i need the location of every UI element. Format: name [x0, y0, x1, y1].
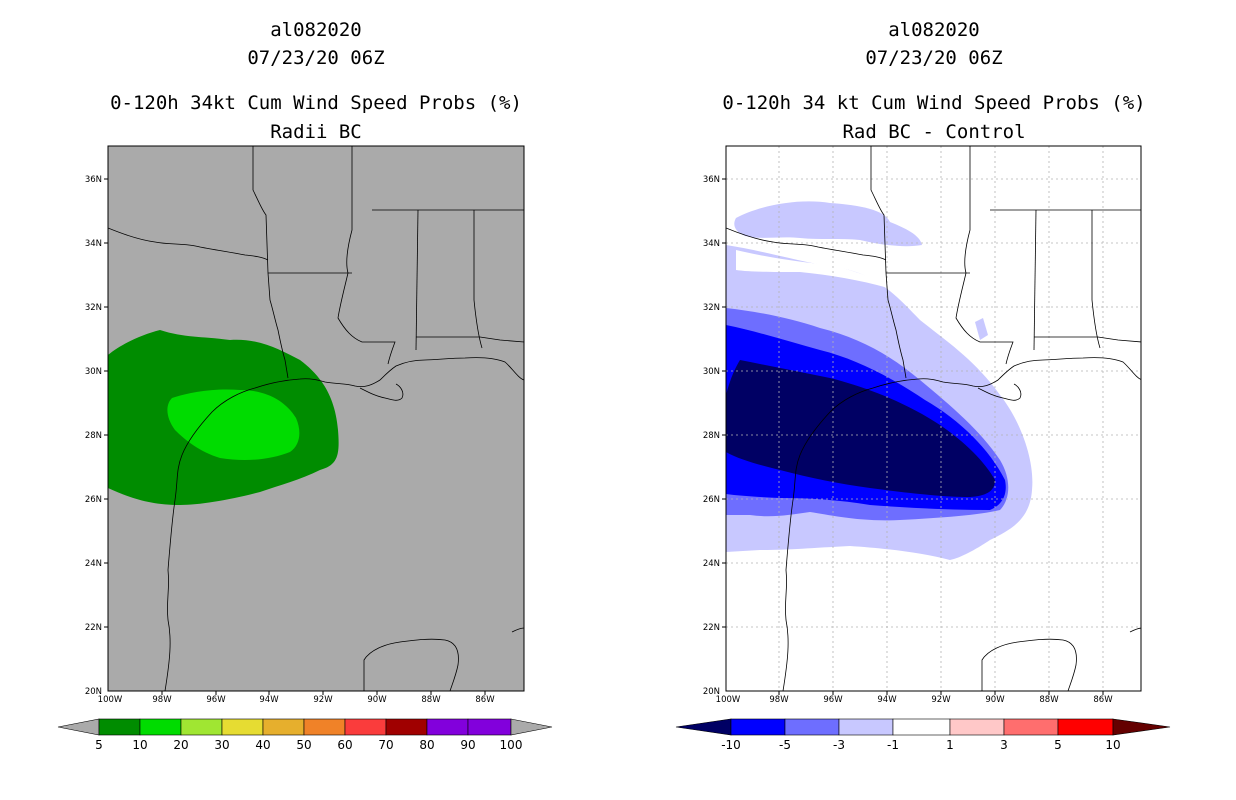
lat-tick-label: 24N — [85, 559, 102, 569]
lon-tick-label: 90W — [985, 695, 1005, 705]
colorbar-swatch — [303, 718, 346, 736]
lon-tick-label: 92W — [931, 695, 951, 705]
lon-tick-label: 100W — [716, 695, 741, 705]
colorbar-label: -3 — [833, 738, 845, 752]
left-lon-axis: 100W 98W 96W 94W 92W 90W 88W 86W — [98, 691, 495, 705]
colorbar-label: 20 — [173, 738, 188, 752]
lat-tick-label: 22N — [703, 623, 720, 633]
colorbar-swatch — [730, 718, 786, 736]
lat-tick-label: 34N — [703, 239, 720, 249]
colorbar-under-triangle — [675, 718, 732, 736]
left-storm-id: al082020 — [270, 19, 362, 41]
colorbar-over-triangle — [510, 718, 553, 736]
left-colorbar: 5 10 20 30 40 50 60 70 80 90 100 — [57, 718, 553, 752]
colorbar-swatch — [98, 718, 141, 736]
lat-tick-label: 32N — [85, 303, 102, 313]
colorbar-swatch — [784, 718, 840, 736]
colorbar-swatch — [180, 718, 223, 736]
lat-tick-label: 20N — [703, 687, 720, 697]
lon-tick-label: 96W — [206, 695, 226, 705]
colorbar-label: 100 — [500, 738, 523, 752]
lon-tick-label: 90W — [367, 695, 387, 705]
right-colorbar: -10 -5 -3 -1 1 3 5 10 — [675, 718, 1171, 752]
lon-tick-label: 98W — [152, 695, 172, 705]
lat-tick-label: 36N — [85, 175, 102, 185]
colorbar-over-triangle — [1112, 718, 1171, 736]
colorbar-swatch — [385, 718, 428, 736]
colorbar-label: 40 — [255, 738, 270, 752]
right-map-frame — [725, 145, 1142, 692]
colorbar-swatch — [838, 718, 894, 736]
colorbar-label: 5 — [1054, 738, 1062, 752]
lon-tick-label: 98W — [769, 695, 789, 705]
lon-tick-label: 86W — [475, 695, 495, 705]
lat-tick-label: 30N — [85, 367, 102, 377]
colorbar-swatch — [221, 718, 264, 736]
left-lat-axis: 36N 34N 32N 30N 28N 26N 24N 22N 20N — [85, 175, 108, 697]
right-subtitle: Rad BC - Control — [842, 121, 1026, 143]
right-product-title: 0-120h 34 kt Cum Wind Speed Probs (%) — [722, 92, 1146, 114]
diff-neg10-contour — [726, 360, 995, 497]
lat-tick-label: 28N — [85, 431, 102, 441]
colorbar-label: 60 — [337, 738, 352, 752]
prob-10-contour — [167, 389, 300, 460]
colorbar-label: -1 — [887, 738, 899, 752]
colorbar-swatch — [1003, 718, 1059, 736]
left-product-title: 0-120h 34kt Cum Wind Speed Probs (%) — [110, 92, 522, 114]
lat-tick-label: 22N — [85, 623, 102, 633]
colorbar-swatch — [949, 718, 1005, 736]
left-date: 07/23/20 06Z — [247, 47, 385, 69]
colorbar-label: 50 — [296, 738, 311, 752]
colorbar-label: -10 — [721, 738, 741, 752]
colorbar-swatch — [426, 718, 469, 736]
lon-tick-label: 94W — [259, 695, 279, 705]
lon-tick-label: 86W — [1093, 695, 1113, 705]
colorbar-under-triangle — [57, 718, 100, 736]
colorbar-label: 70 — [378, 738, 393, 752]
lat-tick-label: 28N — [703, 431, 720, 441]
right-date: 07/23/20 06Z — [865, 47, 1003, 69]
colorbar-swatch — [262, 718, 305, 736]
lon-tick-label: 92W — [313, 695, 333, 705]
colorbar-label: 10 — [132, 738, 147, 752]
lat-tick-label: 34N — [85, 239, 102, 249]
left-subtitle: Radii BC — [270, 121, 362, 143]
colorbar-swatch — [467, 718, 512, 736]
lat-tick-label: 24N — [703, 559, 720, 569]
colorbar-swatch — [344, 718, 387, 736]
diff-neg1-contour-north — [734, 201, 922, 247]
lon-tick-label: 88W — [421, 695, 441, 705]
right-storm-id: al082020 — [888, 19, 980, 41]
colorbar-label: 5 — [95, 738, 103, 752]
lon-tick-label: 88W — [1039, 695, 1059, 705]
colorbar-swatch — [892, 718, 951, 736]
lon-tick-label: 96W — [823, 695, 843, 705]
colorbar-label: 90 — [460, 738, 475, 752]
right-lon-axis: 100W 98W 96W 94W 92W 90W 88W 86W — [716, 691, 1113, 705]
right-lat-axis: 36N 34N 32N 30N 28N 26N 24N 22N 20N — [703, 175, 726, 697]
lat-tick-label: 26N — [703, 495, 720, 505]
colorbar-label: 3 — [1000, 738, 1008, 752]
lat-tick-label: 30N — [703, 367, 720, 377]
colorbar-label: 10 — [1105, 738, 1120, 752]
colorbar-label: 80 — [419, 738, 434, 752]
lon-tick-label: 94W — [877, 695, 897, 705]
right-gridlines — [726, 146, 1141, 691]
colorbar-label: 30 — [214, 738, 229, 752]
lat-tick-label: 32N — [703, 303, 720, 313]
lat-tick-label: 36N — [703, 175, 720, 185]
left-map-frame — [107, 145, 525, 692]
colorbar-swatch — [1057, 718, 1114, 736]
colorbar-label: 1 — [946, 738, 954, 752]
lat-tick-label: 26N — [85, 495, 102, 505]
colorbar-swatch — [139, 718, 182, 736]
diff-neg1-contour-nub — [975, 318, 988, 340]
lat-tick-label: 20N — [85, 687, 102, 697]
colorbar-label: -5 — [779, 738, 791, 752]
lon-tick-label: 100W — [98, 695, 123, 705]
